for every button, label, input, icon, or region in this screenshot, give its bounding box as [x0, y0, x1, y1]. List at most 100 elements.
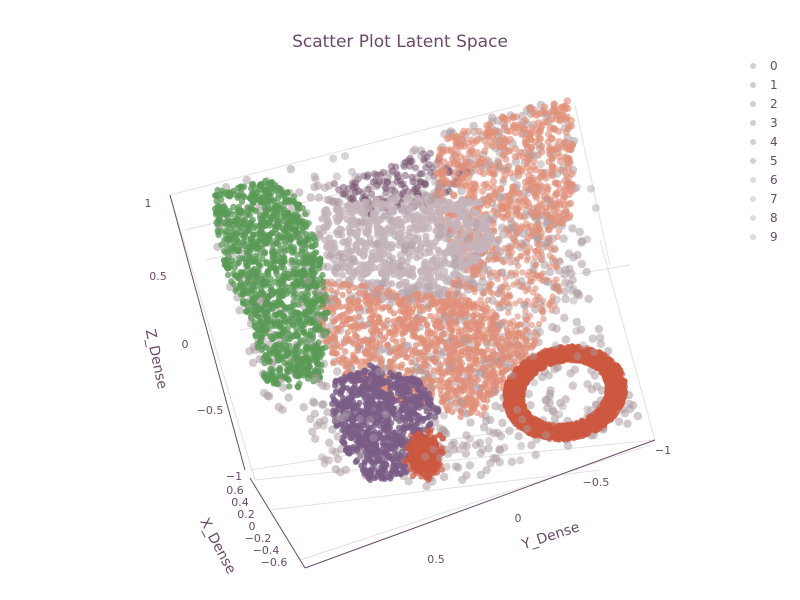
point-salmon: [471, 271, 478, 278]
point-green: [294, 251, 301, 258]
point-lavender: [451, 201, 459, 209]
point-green: [241, 271, 248, 278]
point-salmon: [554, 233, 561, 241]
point-lavender: [413, 224, 421, 232]
point-green: [309, 266, 316, 274]
point-salmon: [504, 116, 512, 124]
point-green: [298, 278, 305, 286]
point-lavender: [344, 240, 352, 248]
point-green: [293, 364, 300, 371]
point-gray: [333, 454, 343, 464]
point-green: [240, 183, 248, 190]
point-salmon: [480, 290, 487, 297]
point-salmon: [484, 201, 492, 209]
point-lavender: [348, 214, 356, 222]
point-green: [236, 254, 243, 262]
point-salmon: [555, 227, 563, 235]
point-lavender: [366, 235, 374, 243]
point-green: [285, 246, 292, 254]
point-green: [219, 210, 226, 217]
point-green: [281, 373, 289, 380]
point-salmon: [343, 361, 350, 368]
point-salmon: [433, 326, 441, 333]
point-green: [263, 258, 270, 266]
point-green: [247, 205, 254, 212]
point-darkpurple: [401, 171, 409, 179]
point-gray: [505, 426, 514, 436]
point-lavender: [422, 237, 430, 245]
point-green: [280, 332, 287, 340]
point-salmon: [521, 327, 529, 334]
point-salmon: [462, 298, 469, 305]
point-green: [257, 222, 264, 230]
point-salmon: [512, 300, 519, 307]
point-salmon: [488, 133, 497, 141]
point-gray: [311, 434, 320, 443]
point-lavender: [419, 225, 427, 233]
point-gray: [568, 381, 577, 390]
point-salmon: [423, 321, 430, 329]
point-salmon: [512, 358, 519, 366]
point-lavender: [369, 252, 377, 260]
grid-line: [574, 104, 611, 266]
point-green: [245, 227, 252, 235]
point-green: [292, 224, 300, 231]
point-lavender: [434, 270, 442, 278]
point-lavender: [402, 268, 410, 276]
point-lavender: [389, 208, 398, 216]
point-salmon: [453, 301, 461, 309]
point-gray: [573, 250, 582, 260]
point-green: [296, 239, 304, 246]
point-salmon: [433, 169, 441, 177]
point-salmon: [500, 144, 508, 152]
point-salmon: [490, 207, 498, 215]
point-lavender: [393, 222, 401, 230]
z-axis-line: [169, 194, 246, 471]
point-green: [254, 239, 262, 246]
point-lavender: [436, 248, 444, 256]
point-darkpurple: [392, 170, 401, 178]
point-lavender: [322, 223, 330, 231]
point-salmon: [468, 318, 476, 325]
point-green: [236, 282, 243, 289]
point-green: [247, 194, 254, 201]
point-green: [224, 192, 231, 199]
point-green: [244, 263, 251, 271]
point-gray: [306, 414, 315, 424]
point-salmon: [553, 143, 561, 151]
point-green: [255, 267, 262, 274]
point-green: [247, 219, 255, 226]
point-gray: [325, 438, 334, 447]
point-salmon: [563, 97, 572, 105]
point-green: [298, 359, 306, 367]
point-salmon: [493, 314, 500, 321]
point-green: [306, 363, 313, 371]
point-salmon: [332, 317, 339, 324]
point-lavender: [325, 234, 333, 242]
point-green: [277, 310, 284, 318]
point-salmon: [466, 188, 474, 196]
point-salmon: [356, 338, 363, 345]
point-salmon: [342, 348, 349, 355]
point-salmon: [549, 254, 557, 262]
point-salmon: [522, 287, 529, 295]
point-gray: [582, 267, 591, 277]
point-green: [296, 371, 303, 378]
point-salmon: [515, 172, 523, 180]
point-darkpurple: [375, 178, 383, 186]
point-gray: [286, 164, 295, 174]
point-salmon: [406, 310, 413, 318]
point-salmon: [511, 153, 519, 161]
point-salmon: [435, 368, 442, 376]
point-salmon: [350, 354, 357, 361]
point-salmon: [486, 193, 494, 201]
point-lavender: [426, 248, 434, 256]
point-lavender: [367, 259, 375, 267]
point-gray: [583, 380, 592, 389]
point-salmon: [499, 354, 506, 361]
point-lavender: [465, 200, 473, 208]
point-salmon: [567, 199, 575, 207]
point-lavender: [463, 260, 471, 268]
